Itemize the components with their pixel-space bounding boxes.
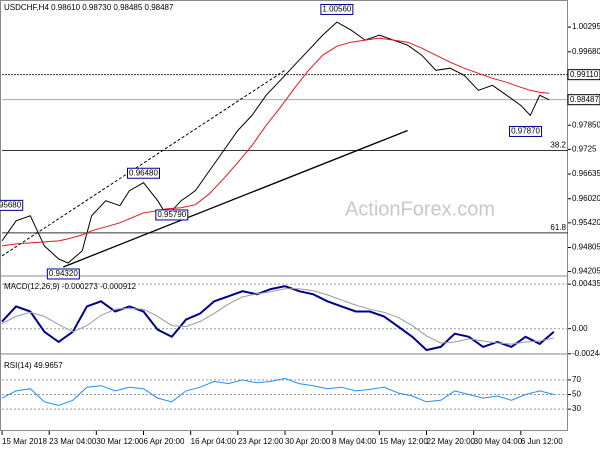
y-tick-label: 0.00 [572, 324, 588, 333]
trendline [63, 129, 408, 268]
price-label: 0.95790 [157, 210, 186, 219]
level-label: 0.98487 [570, 95, 599, 104]
price-label-box [320, 3, 354, 15]
x-tick-label: 30 May 04:00 [474, 437, 523, 446]
series-line [1, 288, 555, 345]
y-tick-label: 0.96020 [572, 194, 600, 203]
x-tick-label: 16 Apr 04:00 [191, 437, 237, 446]
y-tick-label: 50 [572, 390, 581, 399]
y-tick-label: 1.00295 [572, 22, 600, 31]
panel-title: MACD(12,26,9) -0.000273 -0.000912 [4, 282, 137, 291]
frame [0, 0, 568, 431]
x-tick-label: 30 Mar 12:00 [96, 437, 144, 446]
y-tick-label: 0.99680 [572, 47, 600, 56]
price-label-box [0, 199, 24, 211]
series-line [1, 377, 555, 406]
trendline [1, 69, 286, 257]
price-label-box [46, 268, 80, 280]
price-label-box [509, 125, 543, 137]
price-label: 0.95680 [0, 200, 22, 209]
fib-label: 61.8 [550, 223, 566, 232]
x-tick-label: 23 Mar 04:00 [49, 437, 97, 446]
x-tick-label: 23 Apr 12:00 [238, 437, 284, 446]
panel-title: RSI(14) 49.9657 [4, 361, 63, 370]
fib-label: 38.2 [550, 141, 566, 150]
y-tick-label: 0.97850 [572, 120, 600, 129]
y-tick-label: 0.94805 [572, 243, 600, 252]
price-label-box [155, 209, 189, 221]
x-tick-label: 6 Jun 12:00 [521, 437, 563, 446]
series-line [1, 285, 555, 352]
x-tick-label: 15 Mar 2018 [2, 437, 47, 446]
x-tick-label: 22 May 20:00 [427, 437, 476, 446]
series-line [1, 21, 550, 264]
level-label: 0.99110 [570, 70, 599, 79]
y-tick-label: 0.95420 [572, 218, 600, 227]
price-label: 0.94320 [49, 269, 78, 278]
y-tick-label: 30 [572, 404, 581, 413]
y-tick-label: 0.9725 [572, 144, 597, 153]
panel-title: USDCHF,H4 0.98610 0.98730 0.98485 0.9848… [4, 3, 174, 12]
series-line [1, 37, 550, 247]
level-box [567, 69, 600, 81]
price-label-box [127, 167, 160, 179]
price-label: 1.00560 [322, 5, 351, 14]
y-tick-label: 0.94205 [572, 267, 600, 276]
price-label: 0.96480 [129, 168, 158, 177]
price-label: 0.97870 [511, 127, 540, 136]
x-tick-label: 30 Apr 20:00 [285, 437, 331, 446]
x-tick-label: 8 May 04:00 [332, 437, 377, 446]
level-box [567, 94, 600, 106]
x-tick-label: 6 Apr 20:00 [144, 437, 185, 446]
x-tick-label: 15 May 12:00 [379, 437, 428, 446]
watermark: ActionForex.com [345, 198, 495, 220]
y-tick-label: -0.002448 [572, 349, 600, 358]
y-tick-label: 70 [572, 375, 581, 384]
y-tick-label: 0.004351 [572, 279, 600, 288]
y-tick-label: 0.96635 [572, 169, 600, 178]
